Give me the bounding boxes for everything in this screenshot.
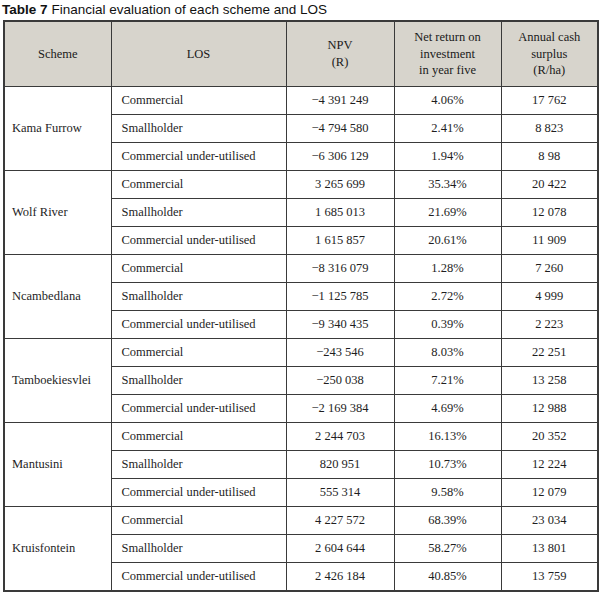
net-return-cell: 35.34% [394, 171, 501, 199]
cash-surplus-cell: 13 759 [501, 563, 598, 592]
table-row: Kama Furrow Commercial −4 391 249 4.06% … [4, 87, 598, 115]
npv-cell: −4 391 249 [286, 87, 394, 115]
los-cell: Commercial [111, 339, 286, 367]
cash-surplus-cell: 2 223 [501, 311, 598, 339]
table-row: Ncambedlana Commercial −8 316 079 1.28% … [4, 255, 598, 283]
los-cell: Commercial under-utilised [111, 563, 286, 592]
scheme-cell: Tamboekiesvlei [4, 339, 111, 423]
net-return-cell: 68.39% [394, 507, 501, 535]
npv-cell: 4 227 572 [286, 507, 394, 535]
header-row: Scheme LOS NPV (R) Net return on investm… [4, 21, 598, 87]
net-return-cell: 7.21% [394, 367, 501, 395]
net-return-cell: 4.06% [394, 87, 501, 115]
npv-cell: 2 604 644 [286, 535, 394, 563]
los-cell: Commercial [111, 507, 286, 535]
los-cell: Smallholder [111, 283, 286, 311]
npv-cell: −6 306 129 [286, 143, 394, 171]
cash-surplus-cell: 7 260 [501, 255, 598, 283]
cash-surplus-cell: 12 079 [501, 479, 598, 507]
net-return-cell: 58.27% [394, 535, 501, 563]
cash-surplus-cell: 8 98 [501, 143, 598, 171]
npv-cell: 2 426 184 [286, 563, 394, 592]
los-cell: Smallholder [111, 451, 286, 479]
cash-surplus-cell: 20 352 [501, 423, 598, 451]
cash-surplus-cell: 20 422 [501, 171, 598, 199]
table-caption-text: Financial evaluation of each scheme and … [52, 2, 327, 17]
column-header-los: LOS [111, 21, 286, 87]
net-return-cell: 40.85% [394, 563, 501, 592]
npv-cell: −9 340 435 [286, 311, 394, 339]
cash-surplus-cell: 17 762 [501, 87, 598, 115]
los-cell: Commercial [111, 171, 286, 199]
table-row: Mantusini Commercial 2 244 703 16.13% 20… [4, 423, 598, 451]
npv-cell: 2 244 703 [286, 423, 394, 451]
cash-surplus-cell: 8 823 [501, 115, 598, 143]
net-return-cell: 9.58% [394, 479, 501, 507]
net-return-cell: 4.69% [394, 395, 501, 423]
los-cell: Commercial under-utilised [111, 143, 286, 171]
npv-cell: 555 314 [286, 479, 394, 507]
scheme-cell: Ncambedlana [4, 255, 111, 339]
los-cell: Commercial [111, 87, 286, 115]
table-caption: Table 7 Financial evaluation of each sche… [0, 0, 600, 20]
table-row: Wolf River Commercial 3 265 699 35.34% 2… [4, 171, 598, 199]
cash-surplus-cell: 12 078 [501, 199, 598, 227]
los-cell: Smallholder [111, 199, 286, 227]
npv-cell: −2 169 384 [286, 395, 394, 423]
npv-cell: −8 316 079 [286, 255, 394, 283]
scheme-cell: Kruisfontein [4, 507, 111, 592]
los-cell: Commercial under-utilised [111, 395, 286, 423]
net-return-cell: 21.69% [394, 199, 501, 227]
column-header-cash-surplus: Annual cash surplus (R/ha) [501, 21, 598, 87]
financial-evaluation-table: Scheme LOS NPV (R) Net return on investm… [3, 20, 599, 592]
los-cell: Commercial under-utilised [111, 227, 286, 255]
net-return-cell: 16.13% [394, 423, 501, 451]
column-header-scheme: Scheme [4, 21, 111, 87]
cash-surplus-cell: 12 988 [501, 395, 598, 423]
scheme-cell: Wolf River [4, 171, 111, 255]
los-cell: Smallholder [111, 367, 286, 395]
column-header-npv: NPV (R) [286, 21, 394, 87]
los-cell: Commercial [111, 255, 286, 283]
npv-cell: −1 125 785 [286, 283, 394, 311]
net-return-cell: 1.28% [394, 255, 501, 283]
npv-cell: −250 038 [286, 367, 394, 395]
los-cell: Smallholder [111, 115, 286, 143]
net-return-cell: 10.73% [394, 451, 501, 479]
npv-cell: 3 265 699 [286, 171, 394, 199]
cash-surplus-cell: 13 258 [501, 367, 598, 395]
cash-surplus-cell: 23 034 [501, 507, 598, 535]
net-return-cell: 8.03% [394, 339, 501, 367]
column-header-net-return: Net return on investment in year five [394, 21, 501, 87]
npv-cell: −243 546 [286, 339, 394, 367]
npv-cell: 1 615 857 [286, 227, 394, 255]
net-return-cell: 0.39% [394, 311, 501, 339]
cash-surplus-cell: 13 801 [501, 535, 598, 563]
net-return-cell: 2.41% [394, 115, 501, 143]
cash-surplus-cell: 22 251 [501, 339, 598, 367]
cash-surplus-cell: 11 909 [501, 227, 598, 255]
cash-surplus-cell: 12 224 [501, 451, 598, 479]
los-cell: Commercial under-utilised [111, 311, 286, 339]
page: Table 7 Financial evaluation of each sche… [0, 0, 600, 597]
npv-cell: 1 685 013 [286, 199, 394, 227]
table-row: Kruisfontein Commercial 4 227 572 68.39%… [4, 507, 598, 535]
scheme-cell: Mantusini [4, 423, 111, 507]
net-return-cell: 2.72% [394, 283, 501, 311]
table-row: Tamboekiesvlei Commercial −243 546 8.03%… [4, 339, 598, 367]
los-cell: Smallholder [111, 535, 286, 563]
npv-cell: 820 951 [286, 451, 394, 479]
los-cell: Commercial [111, 423, 286, 451]
npv-cell: −4 794 580 [286, 115, 394, 143]
table-caption-number: Table 7 [2, 2, 48, 17]
net-return-cell: 20.61% [394, 227, 501, 255]
los-cell: Commercial under-utilised [111, 479, 286, 507]
scheme-cell: Kama Furrow [4, 87, 111, 171]
cash-surplus-cell: 4 999 [501, 283, 598, 311]
net-return-cell: 1.94% [394, 143, 501, 171]
